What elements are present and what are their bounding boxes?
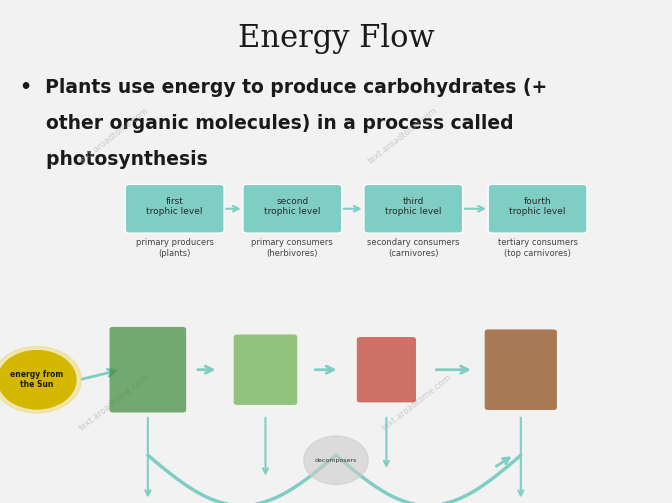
Text: first
trophic level: first trophic level bbox=[146, 197, 203, 216]
Text: Energy Flow: Energy Flow bbox=[238, 23, 434, 54]
FancyBboxPatch shape bbox=[488, 185, 587, 233]
Text: text.aroadtome.com: text.aroadtome.com bbox=[78, 106, 151, 165]
Circle shape bbox=[0, 351, 76, 409]
Text: other organic molecules) in a process called: other organic molecules) in a process ca… bbox=[20, 114, 514, 133]
FancyBboxPatch shape bbox=[485, 329, 557, 410]
Text: second
trophic level: second trophic level bbox=[264, 197, 321, 216]
Text: text.aroadtome.com: text.aroadtome.com bbox=[380, 373, 453, 432]
FancyBboxPatch shape bbox=[125, 185, 224, 233]
Text: third
trophic level: third trophic level bbox=[385, 197, 442, 216]
Text: primary consumers
(herbivores): primary consumers (herbivores) bbox=[251, 238, 333, 258]
Text: tertiary consumers
(top carnivores): tertiary consumers (top carnivores) bbox=[497, 238, 578, 258]
FancyBboxPatch shape bbox=[234, 334, 297, 405]
FancyBboxPatch shape bbox=[110, 327, 186, 412]
Circle shape bbox=[304, 436, 368, 484]
Text: fourth
trophic level: fourth trophic level bbox=[509, 197, 566, 216]
Circle shape bbox=[0, 347, 81, 413]
Text: secondary consumers
(carnivores): secondary consumers (carnivores) bbox=[367, 238, 460, 258]
Text: text.aroadtome.com: text.aroadtome.com bbox=[78, 373, 151, 432]
FancyBboxPatch shape bbox=[357, 337, 416, 402]
Text: energy from
the Sun: energy from the Sun bbox=[10, 370, 64, 389]
Text: photosynthesis: photosynthesis bbox=[20, 150, 208, 170]
FancyBboxPatch shape bbox=[243, 185, 341, 233]
Text: decomposers: decomposers bbox=[315, 458, 357, 463]
Text: primary producers
(plants): primary producers (plants) bbox=[136, 238, 214, 258]
Text: •  Plants use energy to produce carbohydrates (+: • Plants use energy to produce carbohydr… bbox=[20, 78, 548, 97]
Text: text.aroadtome.com: text.aroadtome.com bbox=[367, 106, 439, 165]
FancyBboxPatch shape bbox=[364, 185, 462, 233]
